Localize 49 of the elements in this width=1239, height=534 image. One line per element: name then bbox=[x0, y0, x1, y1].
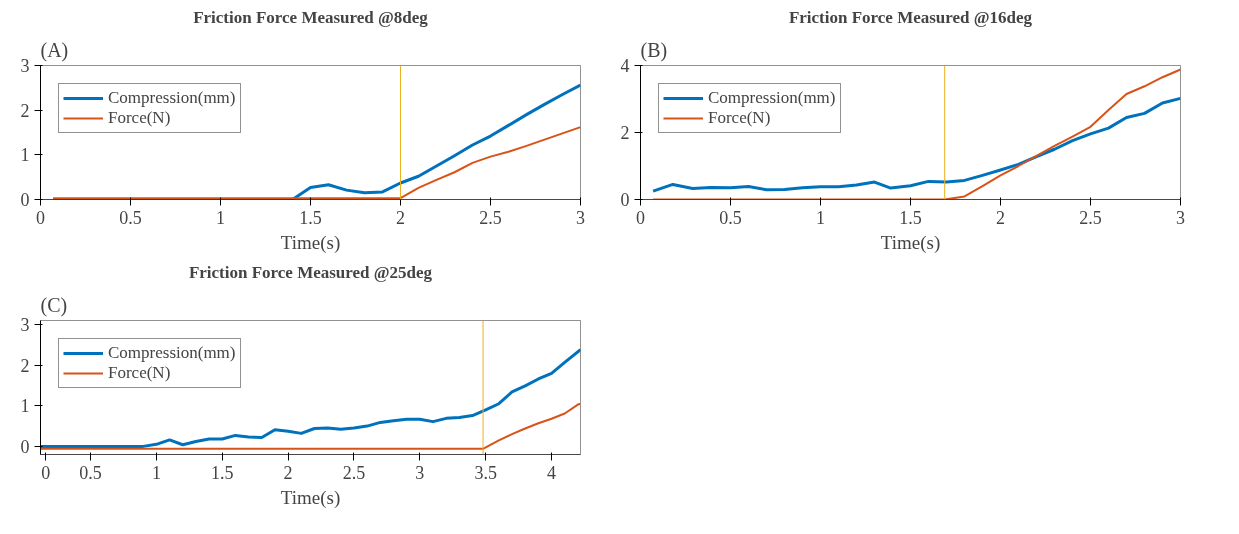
y-tick-label: 3 bbox=[20, 315, 30, 336]
x-tick-label: 0.5 bbox=[119, 207, 142, 228]
legend-label: Force(N) bbox=[708, 108, 771, 128]
legend-label: Compression(mm) bbox=[708, 88, 836, 108]
legend-label: Force(N) bbox=[108, 363, 171, 383]
legend-label: Compression(mm) bbox=[108, 88, 236, 108]
y-tick-label: 2 bbox=[620, 123, 630, 143]
x-tick-label: 2.5 bbox=[342, 462, 366, 483]
x-axis-title: Time(s) bbox=[280, 486, 341, 509]
x-tick-label: 1 bbox=[216, 207, 225, 228]
x-tick-label: 1.5 bbox=[299, 207, 322, 228]
x-tick-label: 2 bbox=[396, 207, 405, 228]
text: (C) bbox=[40, 293, 68, 317]
x-tick-label: 0.5 bbox=[719, 207, 742, 228]
x-tick-label: 2.5 bbox=[479, 207, 502, 228]
legend-label: Force(N) bbox=[108, 108, 171, 128]
x-tick-label: 1.5 bbox=[899, 207, 922, 228]
text: (B) bbox=[640, 38, 668, 62]
x-axis-title: Time(s) bbox=[280, 231, 341, 254]
y-tick-label: 3 bbox=[20, 56, 30, 76]
x-tick-label: 3 bbox=[1176, 207, 1185, 228]
text: (A) bbox=[40, 38, 69, 62]
x-tick-label: 1 bbox=[151, 462, 161, 483]
chart-title: Friction Force Measured @8deg bbox=[193, 7, 429, 27]
legend-label: Compression(mm) bbox=[108, 343, 236, 363]
chart-title: Friction Force Measured @25deg bbox=[188, 262, 433, 282]
y-tick-label: 0 bbox=[20, 436, 30, 457]
x-tick-label: 0 bbox=[36, 207, 45, 228]
x-tick-label: 2 bbox=[283, 462, 293, 483]
y-tick-label: 0 bbox=[20, 190, 30, 210]
y-tick-label: 1 bbox=[20, 396, 30, 417]
x-tick-label: 1.5 bbox=[211, 462, 234, 483]
x-tick-label: 4 bbox=[547, 462, 557, 483]
x-tick-label: 3 bbox=[415, 462, 425, 483]
y-tick-label: 4 bbox=[620, 56, 630, 76]
y-tick-label: 1 bbox=[20, 145, 30, 166]
x-tick-label: 0.5 bbox=[79, 462, 102, 483]
x-tick-label: 0 bbox=[41, 462, 51, 483]
x-tick-label: 2.5 bbox=[1079, 207, 1102, 228]
y-tick-label: 0 bbox=[620, 190, 630, 210]
x-tick-label: 3 bbox=[576, 207, 585, 228]
x-tick-label: 1 bbox=[816, 207, 825, 228]
y-tick-label: 2 bbox=[20, 355, 30, 376]
x-axis-title: Time(s) bbox=[880, 231, 941, 254]
x-tick-label: 2 bbox=[996, 207, 1005, 228]
x-tick-label: 0 bbox=[636, 207, 645, 228]
x-tick-label: 3.5 bbox=[474, 462, 497, 483]
y-tick-label: 2 bbox=[20, 100, 30, 121]
chart-title: Friction Force Measured @16deg bbox=[788, 7, 1033, 27]
